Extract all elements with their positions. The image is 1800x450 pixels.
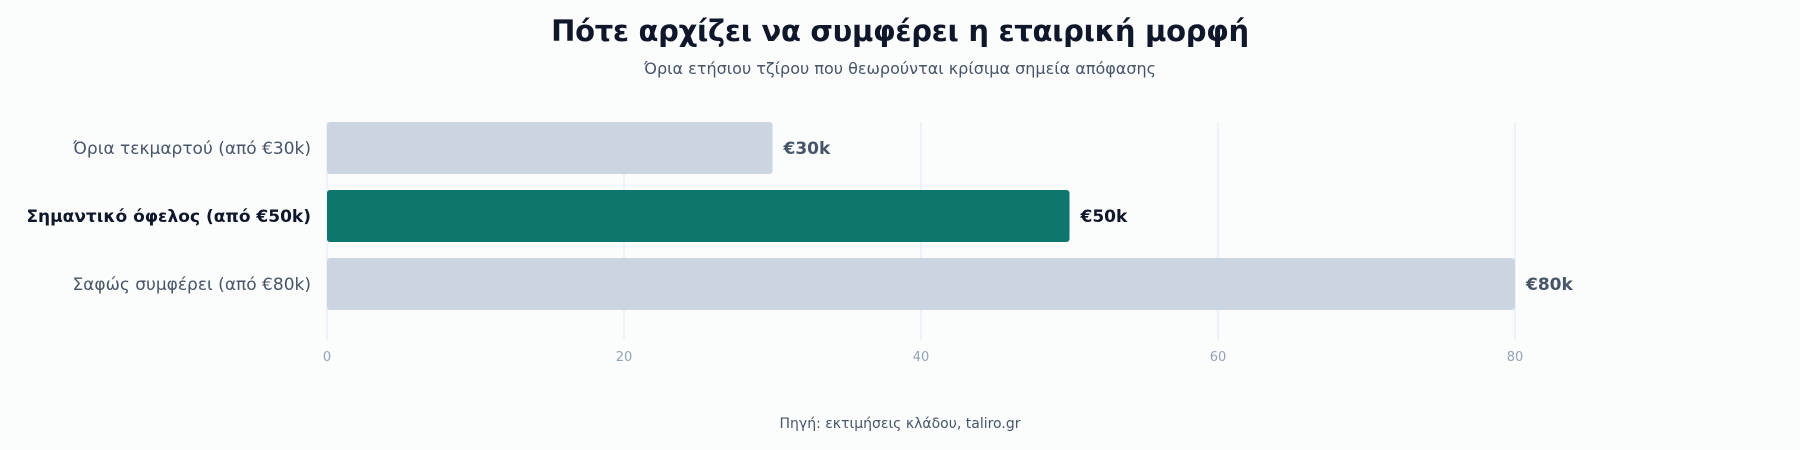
x-axis-ticks: 0 20 40 60 80 (323, 350, 1523, 365)
category-label: Σαφώς συμφέρει (από €80k) (72, 275, 311, 295)
bar (327, 190, 1070, 242)
chart-subtitle: Όρια ετήσιου τζίρου που θεωρούνται κρίσι… (643, 59, 1157, 78)
value-label: €50k (1080, 207, 1128, 227)
x-tick-label: 20 (616, 350, 633, 365)
chart-title: Πότε αρχίζει να συμφέρει η εταιρική μορφ… (551, 14, 1249, 48)
bars (327, 122, 1515, 310)
value-label: €80k (1525, 275, 1573, 295)
category-label: Σημαντικό όφελος (από €50k) (26, 207, 311, 227)
bar (327, 122, 773, 174)
source-note: Πηγή: εκτιμήσεις κλάδου, taliro.gr (779, 416, 1021, 432)
value-label: €30k (783, 139, 831, 159)
value-labels: €30k €50k €80k (783, 139, 1574, 295)
x-tick-label: 0 (323, 350, 331, 365)
x-tick-label: 80 (1507, 350, 1524, 365)
bar (327, 258, 1515, 310)
category-label: Όρια τεκμαρτού (από €30k) (72, 139, 311, 159)
bar-chart: Όρια τεκμαρτού (από €30k) Σημαντικό όφελο… (26, 122, 1574, 365)
x-tick-label: 40 (913, 350, 930, 365)
category-labels: Όρια τεκμαρτού (από €30k) Σημαντικό όφελο… (26, 139, 311, 295)
x-tick-label: 60 (1210, 350, 1227, 365)
